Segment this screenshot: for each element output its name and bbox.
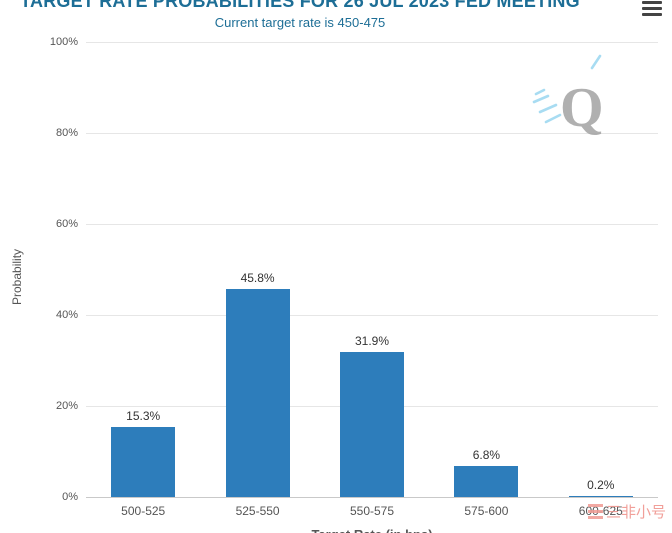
bar-value-label: 6.8% bbox=[472, 448, 501, 463]
bar-525-550[interactable] bbox=[225, 288, 290, 497]
hamburger-bar bbox=[642, 1, 662, 4]
bar-value-label: 15.3% bbox=[126, 409, 161, 424]
x-axis-category-label: 500-525 bbox=[121, 504, 166, 518]
hamburger-bar bbox=[642, 7, 662, 10]
x-axis-category-label: 550-575 bbox=[349, 504, 395, 518]
y-axis-tick-label: 0% bbox=[62, 491, 78, 503]
y-axis-tick-label: 60% bbox=[55, 218, 78, 230]
x-axis-category-label: 525-550 bbox=[235, 504, 280, 518]
y-axis-tick-label: 20% bbox=[55, 400, 78, 412]
y-axis-tick-label: 40% bbox=[55, 309, 78, 321]
watermark-text: 三非小号 bbox=[605, 504, 666, 521]
bar-value-label: 0.2% bbox=[587, 478, 615, 492]
bar-575-600[interactable] bbox=[454, 466, 519, 497]
chart-subtitle: Current target rate is 450-475 bbox=[214, 15, 386, 30]
gridline bbox=[86, 42, 658, 43]
bar-500-525[interactable] bbox=[111, 427, 176, 497]
bottom-right-watermark: 三非小号 bbox=[587, 501, 666, 522]
quikstrike-q-logo-watermark: Q bbox=[532, 54, 604, 139]
svg-text:Q: Q bbox=[560, 77, 604, 139]
x-axis-line bbox=[86, 497, 658, 498]
bar-value-label: 31.9% bbox=[354, 333, 390, 348]
bar-550-575[interactable] bbox=[340, 351, 404, 497]
bar-value-label: 45.8% bbox=[240, 270, 275, 285]
gridline bbox=[86, 224, 658, 225]
gridline bbox=[86, 133, 658, 134]
y-axis-tick-label: 100% bbox=[49, 36, 78, 48]
y-axis-tick-label: 80% bbox=[55, 127, 78, 139]
x-axis-title: Target Rate (in bps) bbox=[86, 527, 658, 533]
watermark-logo-icon bbox=[587, 504, 603, 519]
hamburger-menu-icon[interactable] bbox=[642, 1, 662, 17]
y-axis-title: Probability bbox=[10, 248, 24, 305]
hamburger-bar bbox=[642, 13, 662, 16]
gridline bbox=[86, 315, 658, 316]
chart-title: TARGET RATE PROBABILITIES FOR 26 JUL 202… bbox=[20, 0, 580, 11]
x-axis-category-label: 575-600 bbox=[464, 504, 509, 518]
bar-600-625[interactable] bbox=[568, 496, 633, 497]
